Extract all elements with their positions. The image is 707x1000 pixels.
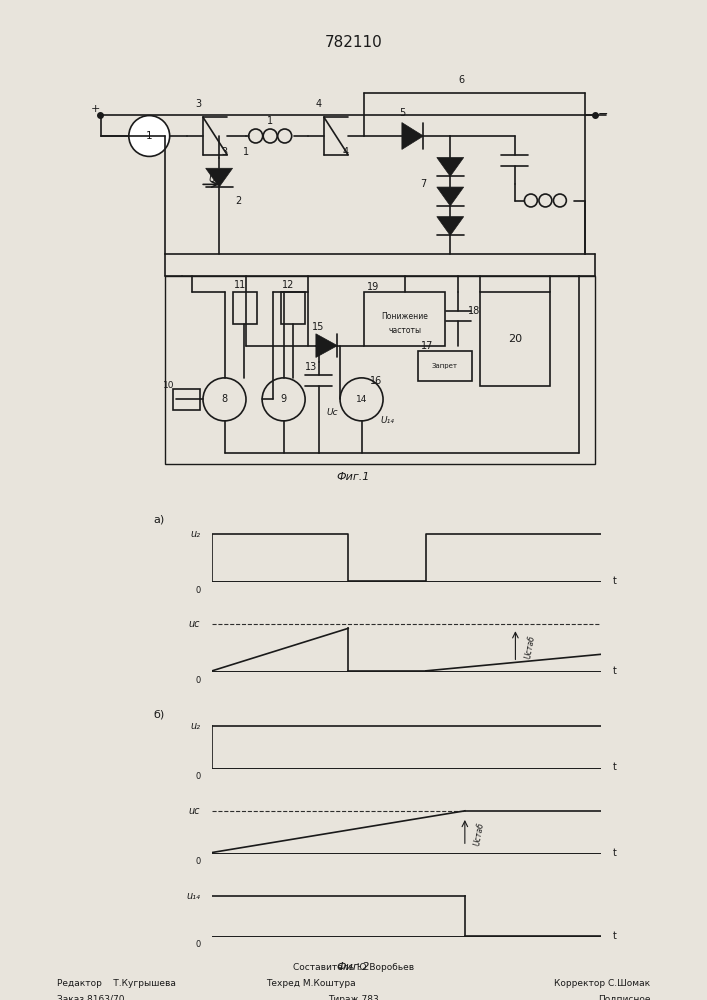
Bar: [281, 292, 305, 324]
Bar: [173, 389, 200, 410]
Text: 4: 4: [342, 147, 349, 157]
Text: 7: 7: [420, 179, 426, 189]
Text: 19: 19: [367, 282, 379, 292]
Text: Понижение: Понижение: [381, 312, 428, 321]
Text: 3: 3: [196, 99, 201, 109]
Text: б): б): [153, 709, 165, 719]
Text: 1: 1: [146, 131, 153, 141]
Text: 20: 20: [508, 334, 522, 344]
Text: 13: 13: [305, 362, 317, 372]
Text: Фиг.2: Фиг.2: [337, 962, 370, 972]
Text: а): а): [153, 515, 165, 525]
Circle shape: [340, 378, 383, 421]
Text: t: t: [613, 848, 617, 857]
Text: Составитель Ю.Воробьев: Составитель Ю.Воробьев: [293, 963, 414, 972]
Text: 4: 4: [315, 99, 322, 109]
Bar: [233, 292, 257, 324]
Bar: [418, 351, 472, 381]
Polygon shape: [206, 168, 233, 187]
Text: t: t: [613, 931, 617, 941]
Bar: [480, 292, 549, 386]
Text: 6: 6: [458, 75, 464, 85]
Text: Редактор    Т.Кугрышева: Редактор Т.Кугрышева: [57, 979, 175, 988]
Circle shape: [203, 378, 246, 421]
Text: 8: 8: [221, 394, 228, 404]
Text: +: +: [91, 104, 100, 114]
Text: t: t: [613, 762, 617, 772]
Circle shape: [262, 378, 305, 421]
Text: 11: 11: [233, 280, 246, 290]
Text: 1: 1: [243, 147, 249, 157]
Text: 5: 5: [399, 108, 405, 118]
Text: 0: 0: [195, 940, 201, 949]
Text: u₂: u₂: [190, 529, 201, 539]
Polygon shape: [437, 157, 464, 176]
Bar: [165, 276, 595, 464]
Text: 15: 15: [312, 322, 325, 332]
Text: u₂: u₂: [190, 721, 201, 731]
Polygon shape: [402, 123, 423, 149]
Text: U₁₄: U₁₄: [380, 416, 395, 425]
Text: Uстаб: Uстаб: [472, 821, 486, 846]
Text: t: t: [613, 666, 617, 676]
Text: U₂: U₂: [209, 174, 219, 184]
Text: 2: 2: [235, 196, 241, 206]
Text: t: t: [613, 576, 617, 586]
Text: 10: 10: [163, 381, 174, 390]
Text: 9: 9: [281, 394, 286, 404]
Text: Запрет: Запрет: [432, 363, 458, 369]
Polygon shape: [316, 334, 337, 357]
Text: Uстаб: Uстаб: [523, 635, 536, 660]
Text: Корректор С.Шомак: Корректор С.Шомак: [554, 979, 650, 988]
Polygon shape: [437, 217, 464, 235]
Text: 0: 0: [195, 857, 201, 866]
Text: 1: 1: [267, 116, 273, 126]
Text: 17: 17: [421, 341, 433, 351]
Text: 18: 18: [468, 306, 481, 316]
Text: Техред М.Коштура: Техред М.Коштура: [267, 979, 356, 988]
Text: 782110: 782110: [325, 35, 382, 50]
Text: 0: 0: [195, 586, 201, 595]
Text: 0: 0: [195, 772, 201, 781]
Text: −: −: [598, 108, 609, 121]
Bar: [364, 292, 445, 346]
Text: 16: 16: [370, 376, 382, 386]
Text: Заказ 8163/70: Заказ 8163/70: [57, 995, 124, 1000]
Polygon shape: [437, 187, 464, 206]
Text: uс: uс: [189, 619, 201, 629]
Text: u₁₄: u₁₄: [187, 891, 201, 901]
Text: Тираж 783: Тираж 783: [328, 995, 379, 1000]
Text: 12: 12: [282, 280, 294, 290]
Text: 14: 14: [356, 395, 367, 404]
Text: Фиг.1: Фиг.1: [337, 472, 370, 482]
Text: Uс: Uс: [327, 408, 338, 417]
Text: 0: 0: [195, 676, 201, 685]
Text: 3: 3: [221, 147, 228, 157]
Text: Подписное: Подписное: [598, 995, 650, 1000]
Circle shape: [129, 116, 170, 156]
Text: частоты: частоты: [388, 326, 421, 335]
Text: uс: uс: [189, 806, 201, 816]
